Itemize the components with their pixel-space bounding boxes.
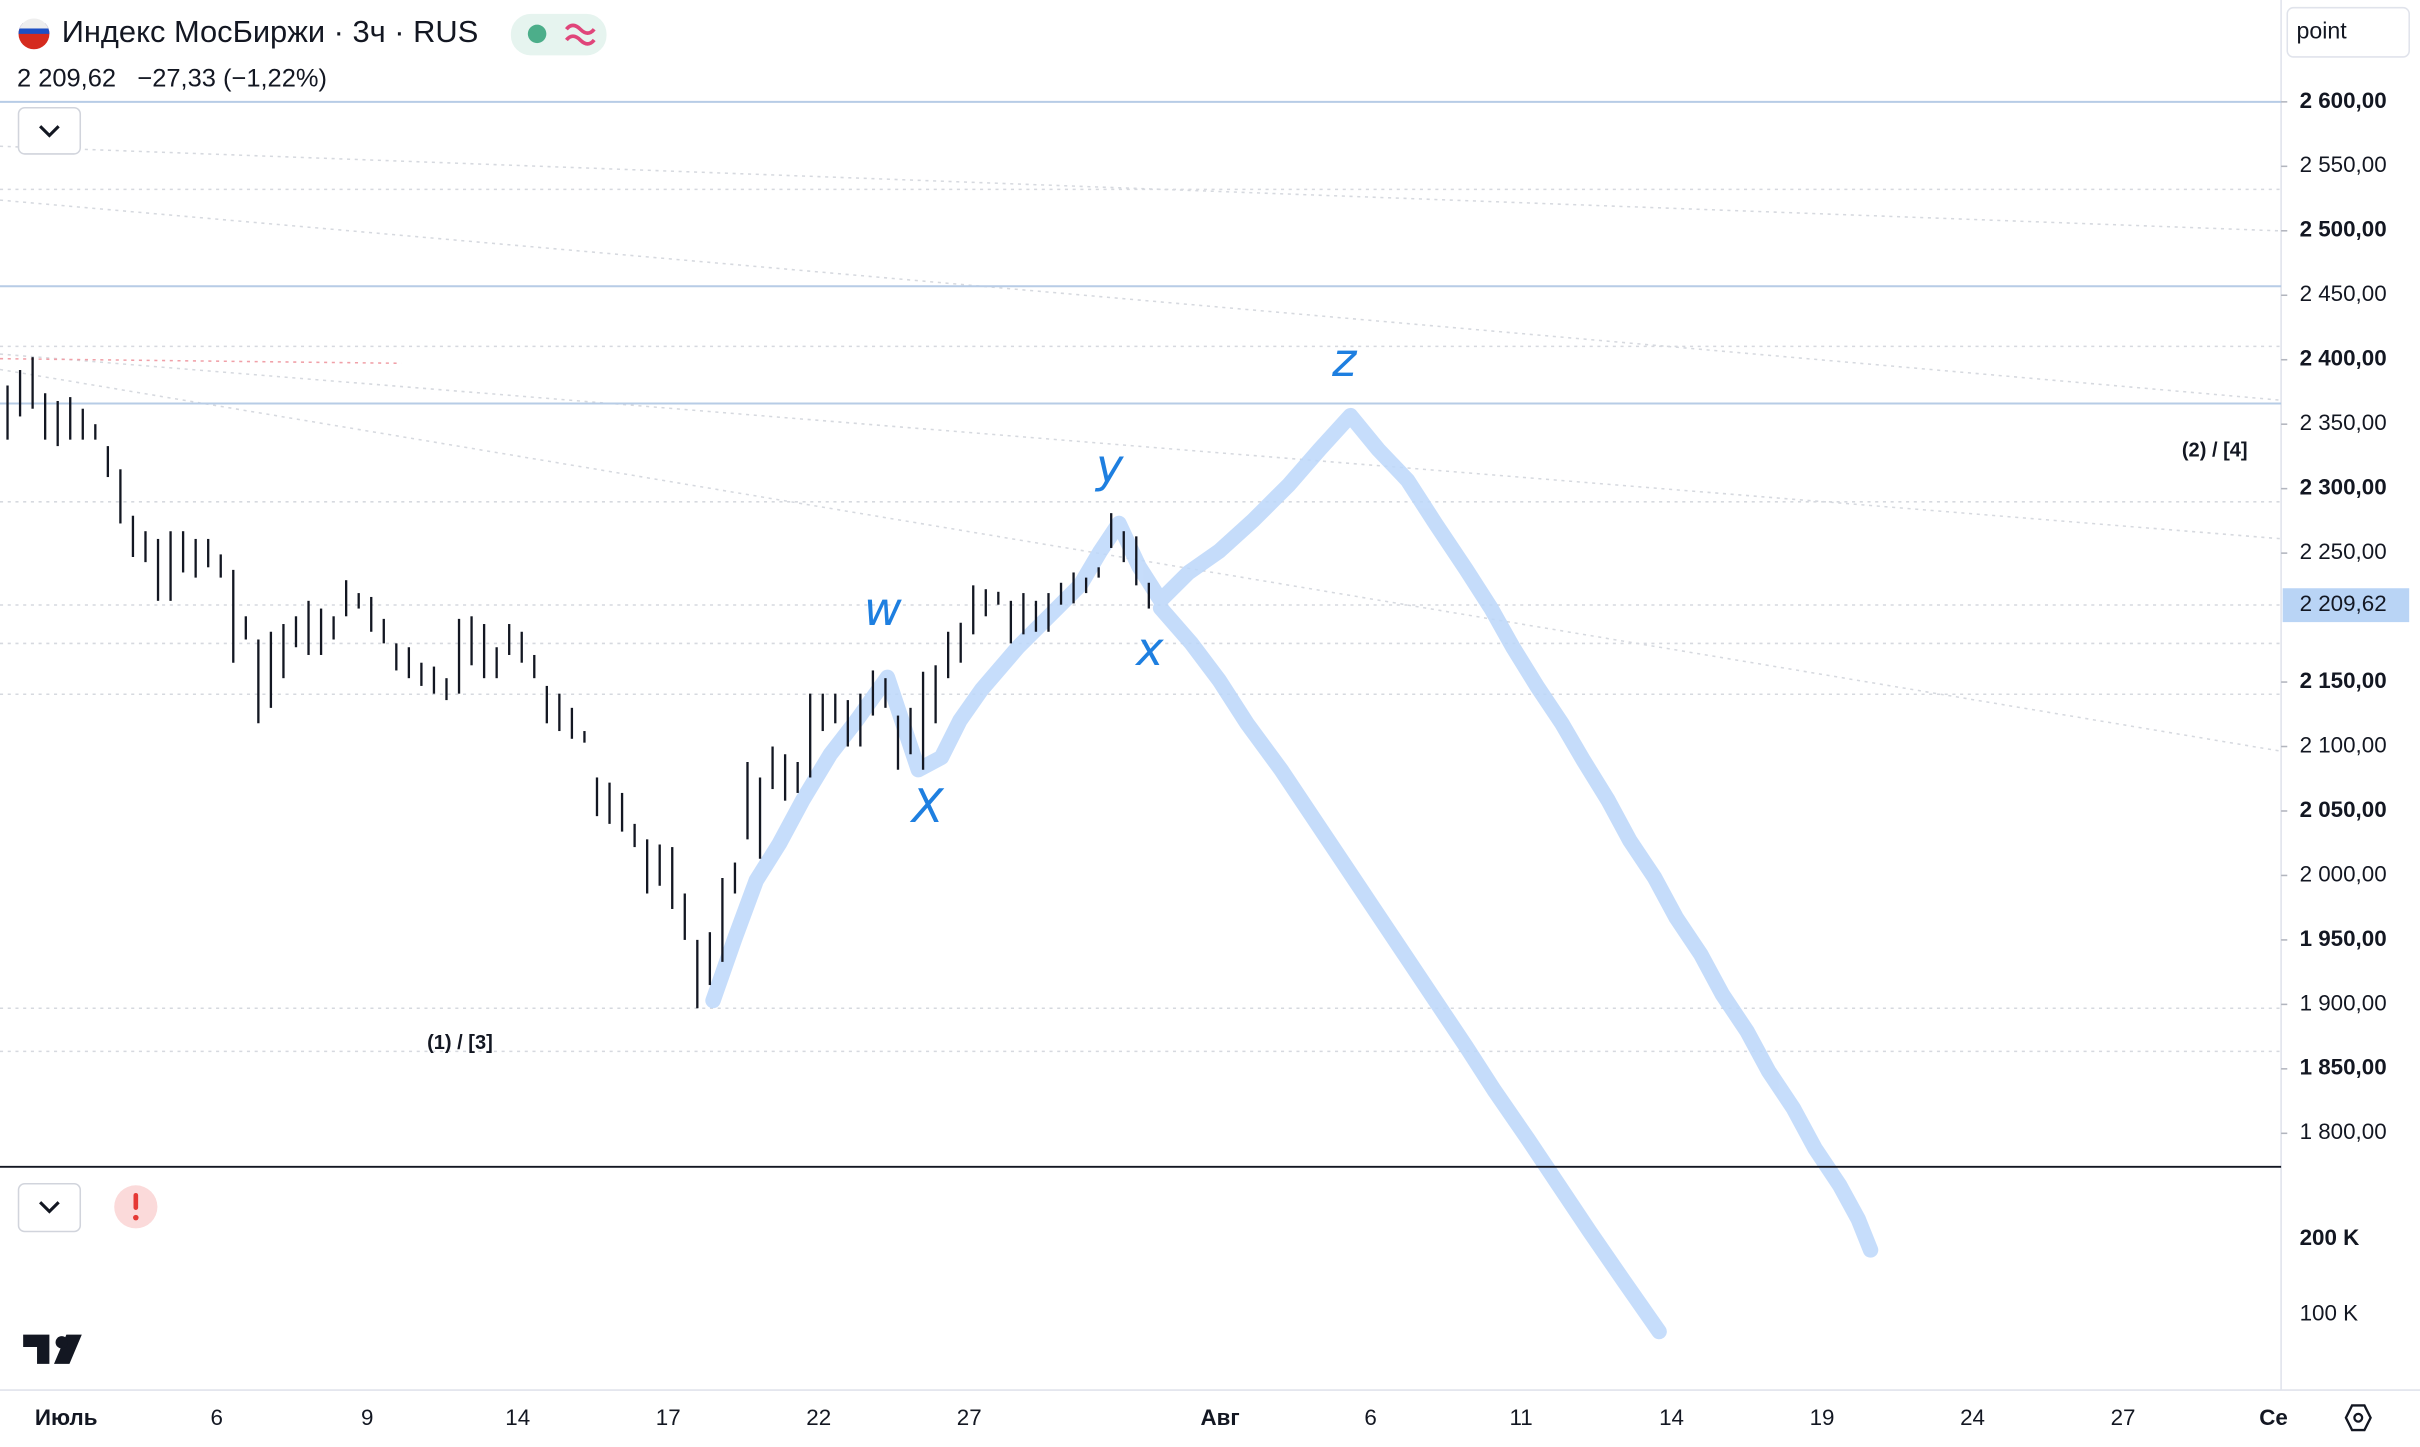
collapse-button[interactable]	[17, 106, 82, 155]
drawing-line	[0, 353, 2282, 540]
scale-mode-input[interactable]	[2286, 6, 2410, 58]
x-tick-label: 22	[806, 1405, 831, 1430]
volume-tick-label: 200 K	[2300, 1225, 2360, 1250]
wave-label: w	[864, 582, 902, 636]
price-change: −27,33 (−1,22%)	[137, 65, 327, 93]
x-tick-label: 27	[957, 1405, 982, 1430]
y-tick-label: 2 050,00	[2300, 797, 2387, 822]
x-tick-label: Июль	[35, 1405, 98, 1430]
y-tick-label: 2 600,00	[2300, 88, 2387, 113]
y-tick-label: 2 550,00	[2300, 152, 2387, 177]
last-price: 2 209,62	[17, 65, 116, 93]
y-tick-label: 1 900,00	[2300, 990, 2387, 1015]
x-tick-label: 11	[1509, 1405, 1532, 1430]
drawing-line	[0, 145, 2282, 232]
x-tick-label: 14	[505, 1405, 530, 1430]
x-tick-label: 6	[1364, 1405, 1376, 1430]
x-tick-label: Се	[2259, 1405, 2288, 1430]
y-tick-label: 2 100,00	[2300, 732, 2387, 757]
x-tick-label: Авг	[1200, 1405, 1239, 1430]
annotation: (2) / [4]	[2182, 439, 2248, 461]
x-tick-label: 9	[361, 1405, 373, 1430]
y-tick-label: 1 850,00	[2300, 1055, 2387, 1080]
drawn-path	[705, 407, 1879, 1258]
wave-label: z	[1331, 333, 1358, 387]
logo[interactable]	[23, 1334, 82, 1364]
y-tick-label: 2 300,00	[2300, 475, 2387, 500]
y-tick-label: 2 450,00	[2300, 281, 2387, 306]
symbol-title: Индекс МосБиржи · 3ч · RUS	[62, 14, 479, 49]
x-tick-label: 17	[656, 1405, 681, 1430]
status-pill[interactable]	[510, 13, 607, 56]
wave-label: X	[910, 779, 945, 833]
drawing-line	[0, 199, 2282, 402]
y-tick-label: 2 400,00	[2300, 346, 2387, 371]
drawn-path	[1152, 600, 1667, 1340]
drawing-line	[0, 357, 402, 365]
x-tick-label: 19	[1810, 1405, 1835, 1430]
y-tick-label: 1 950,00	[2300, 926, 2387, 951]
y-tick-label: 2 350,00	[2300, 410, 2387, 435]
y-tick-label: 2 150,00	[2300, 668, 2387, 693]
collapse-button[interactable]	[17, 1182, 82, 1233]
volume-tick-label: 100 K	[2300, 1301, 2359, 1326]
wave-label: y	[1094, 439, 1124, 493]
hand-drawing	[705, 407, 1879, 1340]
market-status	[527, 24, 547, 44]
data-status	[564, 23, 596, 46]
header: Индекс МосБиржи · 3ч · RUS 2 209,62 −27,…	[17, 6, 2410, 1432]
settings-button[interactable]	[2344, 1404, 2372, 1432]
x-tick-label: 27	[2111, 1405, 2136, 1430]
x-tick-label: 24	[1960, 1405, 1985, 1430]
annotation: (1) / [3]	[427, 1032, 493, 1054]
x-tick-label: 14	[1659, 1405, 1684, 1430]
y-tick-label: 2 000,00	[2300, 861, 2387, 886]
y-tick-label: 2 500,00	[2300, 217, 2387, 242]
y-tick-label: 2 250,00	[2300, 539, 2387, 564]
x-tick-label: 6	[211, 1405, 223, 1430]
y-tick-label: 1 800,00	[2300, 1119, 2387, 1144]
last-price-label: 2 209,62	[2300, 591, 2387, 616]
last-price-box	[2282, 588, 2410, 623]
decorations	[0, 145, 2282, 1053]
scale-mode: point	[2297, 17, 2348, 43]
wave-label: x	[1134, 622, 1164, 676]
